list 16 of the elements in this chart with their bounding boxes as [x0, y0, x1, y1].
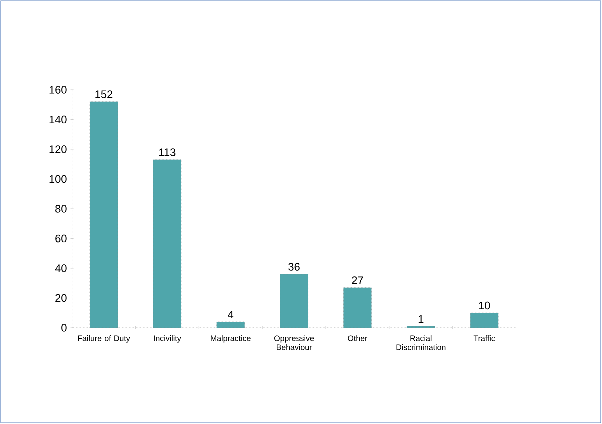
data-label: 27 [352, 276, 364, 284]
y-tick-label: 20 [56, 294, 67, 302]
data-label: 113 [160, 148, 176, 156]
data-label: 36 [288, 263, 300, 271]
y-tick-label: 160 [50, 86, 67, 94]
data-label: 10 [479, 302, 490, 310]
y-tick-label: 120 [50, 146, 67, 154]
y-tick-label: 60 [56, 234, 67, 243]
data-label: 4 [228, 311, 234, 319]
y-tick-label: 0 [62, 324, 67, 332]
y-tick-label: 100 [50, 175, 67, 184]
data-label: 1 [418, 315, 424, 323]
y-tick-label: 40 [55, 264, 67, 272]
y-tick-label: 140 [50, 116, 67, 124]
y-tick-label: 80 [56, 205, 67, 213]
data-label: 152 [96, 90, 113, 98]
